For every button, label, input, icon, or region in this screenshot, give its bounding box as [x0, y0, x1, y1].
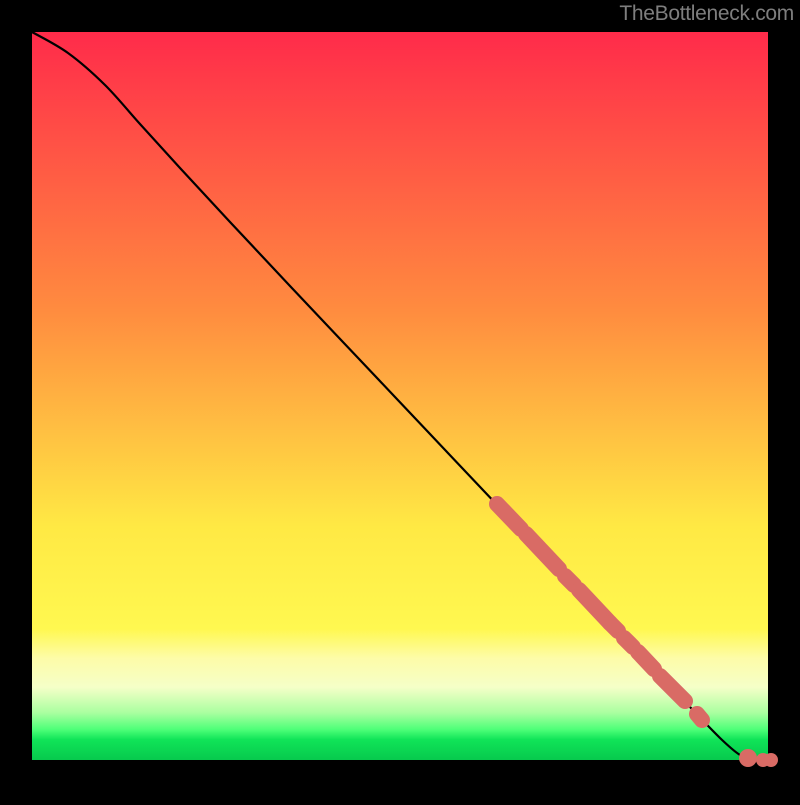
marker-point: [764, 753, 778, 767]
marker-segment: [610, 623, 618, 631]
marker-segment: [697, 714, 702, 720]
bottleneck-chart: TheBottleneck.com: [0, 0, 800, 800]
marker-point: [739, 749, 757, 767]
marker-segment: [565, 576, 574, 585]
marker-segment: [624, 638, 633, 647]
watermark-text: TheBottleneck.com: [619, 2, 794, 26]
chart-svg: [0, 0, 800, 800]
plot-background: [32, 32, 768, 760]
